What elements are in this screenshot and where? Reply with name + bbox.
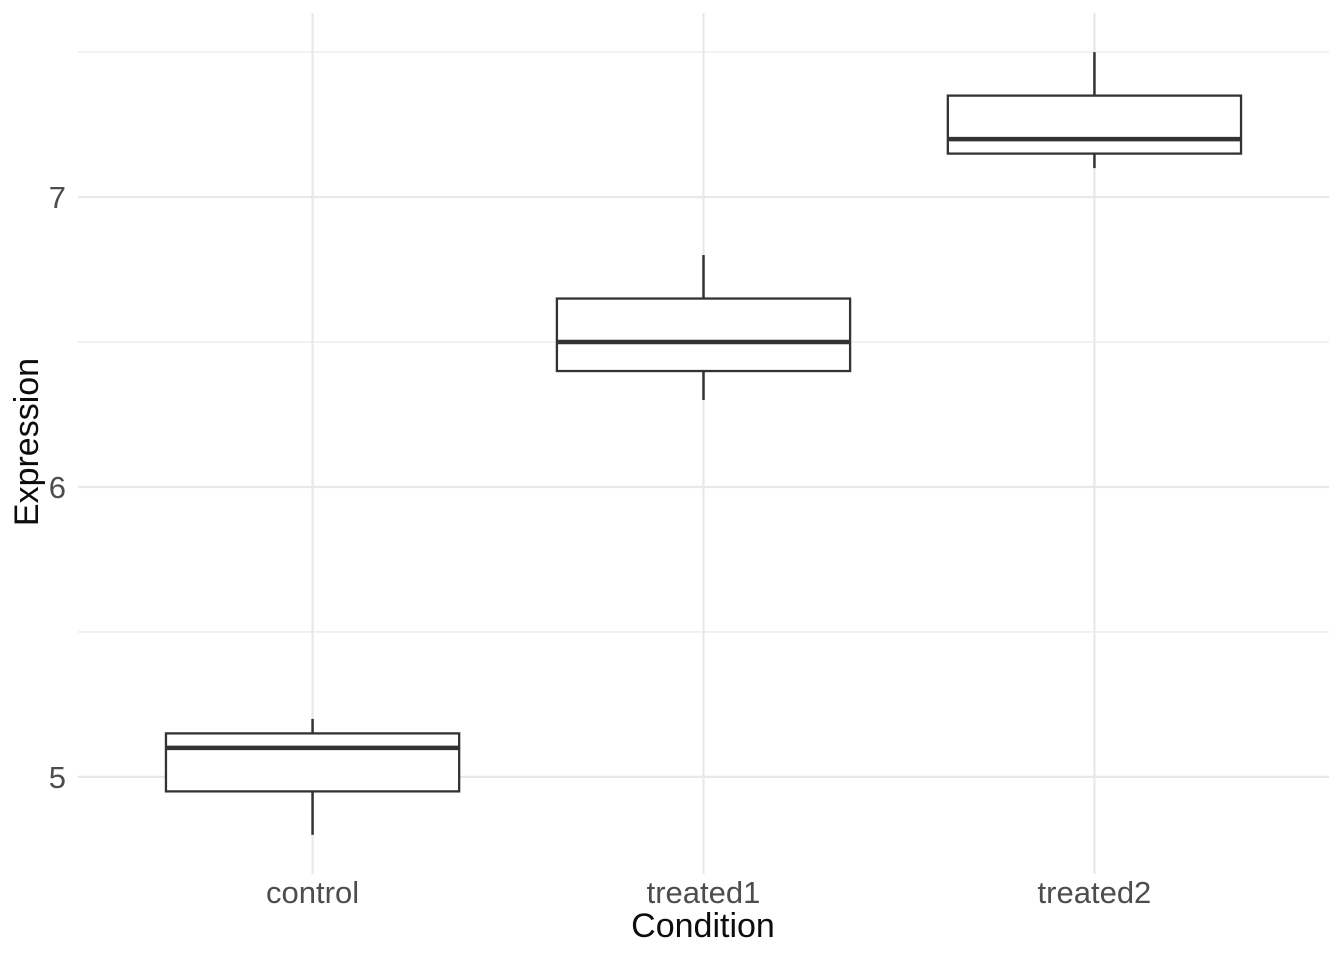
y-axis-title: Expression <box>8 357 46 527</box>
y-tick-label-5: 5 <box>49 760 66 795</box>
box-control <box>164 732 461 793</box>
y-tick-label-7: 7 <box>49 180 66 215</box>
x-tick-label-control: control <box>266 875 359 910</box>
box-treated1 <box>555 297 852 373</box>
x-tick-label-treated1: treated1 <box>647 875 761 910</box>
y-tick-label-6: 6 <box>49 470 66 505</box>
x-axis-title: Condition <box>631 907 775 945</box>
box-treated2 <box>946 94 1243 155</box>
x-tick-label-treated2: treated2 <box>1038 875 1152 910</box>
